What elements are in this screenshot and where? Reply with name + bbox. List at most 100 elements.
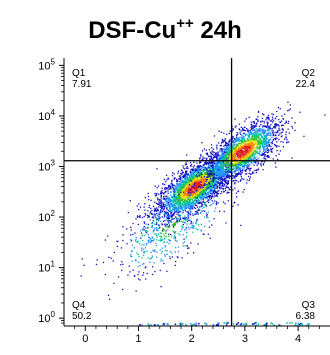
scatter-point bbox=[233, 149, 235, 151]
scatter-point bbox=[233, 163, 235, 165]
scatter-point bbox=[145, 230, 147, 232]
scatter-point bbox=[203, 175, 205, 177]
scatter-point bbox=[228, 167, 230, 169]
scatter-point bbox=[242, 162, 244, 164]
scatter-point bbox=[256, 134, 259, 136]
scatter-point bbox=[255, 133, 257, 135]
scatter-point bbox=[233, 176, 235, 178]
scatter-point bbox=[235, 162, 237, 165]
scatter-point bbox=[186, 220, 188, 222]
scatter-point bbox=[192, 185, 194, 187]
scatter-point bbox=[228, 141, 230, 143]
scatter-point bbox=[167, 216, 170, 218]
scatter-point bbox=[280, 135, 282, 138]
scatter-point bbox=[204, 167, 206, 169]
scatter-point bbox=[190, 202, 193, 204]
scatter-point bbox=[236, 147, 238, 149]
scatter-point bbox=[189, 176, 191, 178]
scatter-point bbox=[270, 132, 272, 134]
scatter-point bbox=[205, 153, 207, 155]
scatter-point bbox=[160, 260, 162, 262]
scatter-point bbox=[226, 151, 228, 154]
scatter-point bbox=[194, 193, 196, 195]
scatter-point bbox=[189, 182, 191, 184]
scatter-point bbox=[209, 170, 211, 172]
scatter-point bbox=[284, 122, 286, 124]
scatter-point bbox=[256, 122, 258, 124]
scatter-point bbox=[147, 214, 149, 216]
scatter-point bbox=[176, 197, 178, 199]
scatter-point bbox=[258, 140, 260, 143]
scatter-point bbox=[253, 126, 256, 129]
scatter-point bbox=[202, 195, 204, 197]
scatter-point bbox=[213, 196, 215, 198]
scatter-point bbox=[223, 180, 225, 182]
scatter-point bbox=[163, 183, 166, 186]
scatter-point bbox=[177, 191, 179, 193]
scatter-point bbox=[254, 147, 256, 149]
scatter-point bbox=[165, 211, 167, 213]
scatter-point bbox=[176, 208, 178, 211]
scatter-point bbox=[205, 204, 207, 206]
scatter-point bbox=[249, 169, 251, 171]
scatter-point bbox=[191, 192, 193, 194]
scatter-point bbox=[214, 179, 216, 181]
scatter-point bbox=[192, 170, 194, 172]
scatter-point bbox=[263, 157, 265, 159]
scatter-point bbox=[247, 175, 250, 178]
scatter-point bbox=[249, 129, 251, 131]
scatter-point bbox=[178, 189, 180, 191]
scatter-point bbox=[250, 152, 252, 154]
scatter-point bbox=[141, 250, 143, 252]
scatter-point bbox=[272, 133, 274, 136]
scatter-point bbox=[164, 204, 166, 206]
scatter-point bbox=[217, 167, 219, 170]
scatter-point bbox=[199, 180, 202, 182]
scatter-point bbox=[229, 164, 231, 166]
scatter-point bbox=[220, 156, 222, 158]
scatter-point bbox=[265, 148, 267, 151]
scatter-point bbox=[259, 131, 261, 133]
chart-title: DSF-Cu++ 24h bbox=[0, 15, 330, 49]
scatter-point bbox=[270, 142, 272, 144]
scatter-point bbox=[239, 151, 242, 153]
scatter-point bbox=[209, 155, 211, 157]
scatter-point bbox=[265, 119, 267, 121]
scatter-point bbox=[187, 187, 189, 189]
scatter-point bbox=[186, 184, 188, 186]
scatter-point bbox=[173, 212, 175, 215]
scatter-point bbox=[216, 177, 218, 179]
scatter-point bbox=[179, 195, 181, 197]
scatter-point bbox=[211, 195, 213, 197]
scatter-point bbox=[177, 180, 179, 183]
scatter-point bbox=[250, 162, 252, 164]
scatter-point bbox=[173, 184, 175, 187]
scatter-point bbox=[245, 134, 247, 136]
scatter-point bbox=[220, 169, 222, 171]
scatter-point bbox=[174, 211, 177, 213]
scatter-point bbox=[195, 177, 197, 180]
scatter-point bbox=[174, 188, 176, 190]
scatter-point bbox=[262, 150, 265, 152]
scatter-point bbox=[238, 173, 240, 175]
scatter-point bbox=[265, 148, 268, 150]
scatter-point bbox=[166, 195, 168, 197]
scatter-point bbox=[146, 232, 148, 234]
scatter-point bbox=[217, 151, 219, 153]
scatter-point bbox=[253, 161, 255, 163]
scatter-point bbox=[278, 129, 280, 131]
scatter-point bbox=[179, 186, 181, 188]
scatter-point bbox=[83, 264, 85, 266]
scatter-point bbox=[170, 211, 172, 213]
scatter-point bbox=[189, 192, 191, 194]
scatter-point bbox=[205, 189, 207, 191]
scatter-point bbox=[262, 169, 264, 171]
scatter-point bbox=[165, 199, 167, 202]
scatter-point bbox=[178, 184, 181, 186]
scatter-point bbox=[198, 182, 200, 184]
scatter-point bbox=[156, 222, 158, 224]
scatter-point bbox=[220, 163, 222, 165]
scatter-point bbox=[177, 172, 179, 174]
scatter-point bbox=[229, 142, 231, 145]
scatter-point bbox=[243, 167, 245, 169]
